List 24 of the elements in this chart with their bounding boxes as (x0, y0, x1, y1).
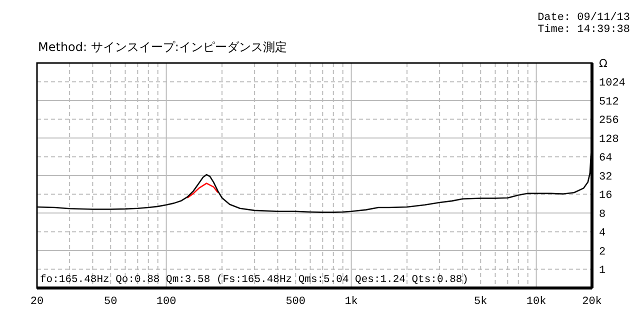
y-tick-label: 128 (599, 134, 619, 146)
x-tick-label: 10k (526, 296, 547, 308)
y-tick-label: 8 (599, 208, 606, 221)
x-tick-label: 50 (104, 296, 118, 308)
y-axis-title: Ω (599, 57, 608, 70)
x-tick-label: 20k (582, 296, 602, 308)
chart-title: Method: サインスイープ:インピーダンス測定 (38, 40, 287, 54)
x-tick-label: 5k (474, 296, 488, 308)
annotation: fo:165.48Hz Qo:0.88 Qm:3.58 (Fs:165.48Hz Qms:5.04 Qes:1.24 Qts:0.88) (40, 274, 468, 286)
y-tick-label: 16 (599, 190, 612, 202)
y-tick-label: 2 (599, 246, 606, 258)
y-tick-label: 4 (599, 228, 606, 240)
y-tick-label: 64 (599, 152, 613, 165)
text: Time: 14:39:38 (538, 24, 630, 36)
x-tick-label: 500 (286, 296, 306, 308)
x-tick-label: 100 (156, 296, 176, 308)
y-tick-label: 1024 (599, 78, 626, 90)
x-tick-label: 1k (344, 296, 358, 308)
x-tick-label: 20 (30, 296, 44, 308)
y-tick-label: 512 (599, 96, 619, 108)
y-tick-label: 32 (599, 171, 612, 184)
y-tick-label: 256 (599, 115, 619, 128)
y-tick-label: 1 (599, 265, 606, 278)
text: Date: 09/11/13 (538, 12, 630, 24)
